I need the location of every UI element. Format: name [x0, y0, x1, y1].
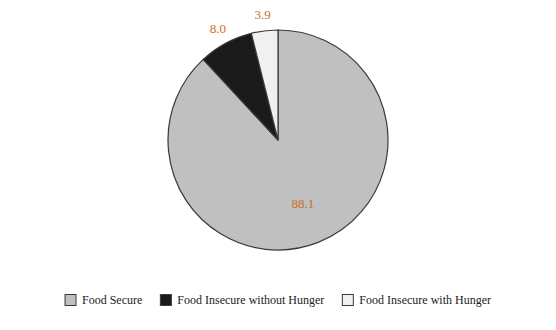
data-label: 8.0: [210, 21, 226, 36]
legend: Food Secure Food Insecure without Hunger F…: [65, 293, 491, 307]
pie-slice: [168, 30, 388, 250]
legend-label: Food Secure: [82, 293, 142, 307]
legend-label: Food Insecure without Hunger: [177, 293, 324, 307]
legend-swatch: [160, 295, 171, 306]
data-labels: 88.1 8.0 3.9: [210, 7, 315, 211]
data-label: 3.9: [254, 7, 270, 22]
chart: 88.1 8.0 3.9 Food Secure Food Insecure witho…: [0, 0, 556, 330]
legend-item: Food Insecure with Hunger: [342, 293, 491, 307]
legend-label: Food Insecure with Hunger: [359, 293, 491, 307]
legend-swatch: [65, 295, 76, 306]
pie-slice: [251, 30, 278, 140]
data-label: 88.1: [292, 196, 315, 211]
slices: [168, 30, 388, 250]
legend-item: Food Secure: [65, 293, 142, 307]
legend-item: Food Insecure without Hunger: [160, 293, 324, 307]
legend-swatch: [342, 295, 353, 306]
